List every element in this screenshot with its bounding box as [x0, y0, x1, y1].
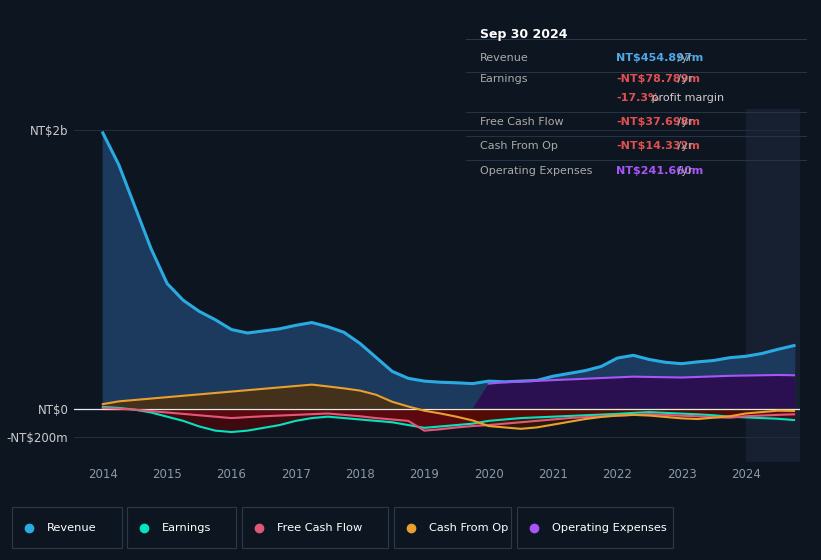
Text: profit margin: profit margin [648, 93, 723, 103]
Text: /yr: /yr [673, 53, 692, 63]
Text: Cash From Op: Cash From Op [429, 523, 508, 533]
Text: Revenue: Revenue [47, 523, 96, 533]
Text: Earnings: Earnings [162, 523, 211, 533]
Text: Revenue: Revenue [480, 53, 529, 63]
Text: -NT$14.332m: -NT$14.332m [617, 141, 700, 151]
Text: /yr: /yr [673, 74, 692, 84]
Text: -NT$78.789m: -NT$78.789m [617, 74, 700, 84]
Text: /yr: /yr [673, 141, 692, 151]
Text: Sep 30 2024: Sep 30 2024 [480, 28, 567, 41]
Text: Free Cash Flow: Free Cash Flow [480, 117, 563, 127]
Text: -NT$37.698m: -NT$37.698m [617, 117, 700, 127]
Bar [745, 109, 800, 462]
Text: NT$241.660m: NT$241.660m [617, 166, 704, 175]
Text: /yr: /yr [673, 166, 692, 175]
Text: /yr: /yr [673, 117, 692, 127]
Text: -17.3%: -17.3% [617, 93, 659, 103]
Text: Free Cash Flow: Free Cash Flow [277, 523, 362, 533]
Text: Operating Expenses: Operating Expenses [480, 166, 592, 175]
Text: Cash From Op: Cash From Op [480, 141, 557, 151]
Text: NT$454.897m: NT$454.897m [617, 53, 704, 63]
Text: Earnings: Earnings [480, 74, 529, 84]
Text: Operating Expenses: Operating Expenses [552, 523, 667, 533]
